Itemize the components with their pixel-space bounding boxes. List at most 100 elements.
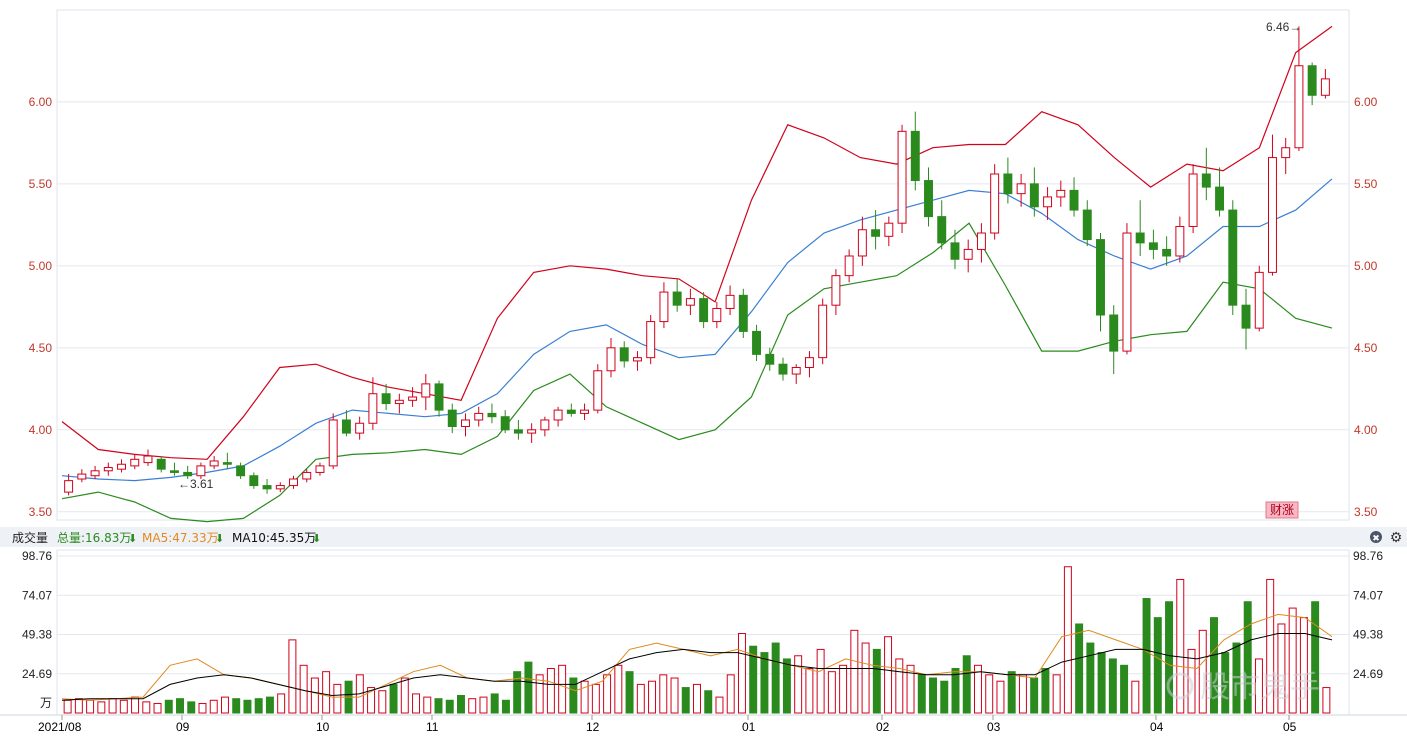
volume-bar	[1288, 607, 1297, 714]
candle-down	[950, 242, 960, 260]
volume-bar	[445, 699, 454, 714]
volume-bar	[108, 698, 117, 714]
candle-down	[752, 330, 761, 355]
volume-tick-left: 98.76	[22, 549, 52, 563]
price-tick-left: 5.00	[29, 259, 53, 273]
candle-up	[646, 321, 656, 359]
volume-bar	[1097, 652, 1106, 714]
candle-up	[196, 465, 206, 477]
price-tick-left: 4.50	[29, 341, 53, 355]
volume-bar	[636, 683, 645, 714]
volume-bar	[985, 674, 994, 714]
volume-bar	[142, 701, 151, 714]
volume-bar	[1142, 598, 1151, 714]
volume-tick-right: 74.07	[1353, 588, 1383, 602]
candle-up	[897, 130, 907, 224]
price-tick-right: 5.00	[1354, 259, 1378, 273]
candle-down	[1241, 304, 1251, 329]
volume-bar	[1266, 578, 1275, 714]
price-axis-left: 6.00 5.50 5.00 4.50 4.00 3.50	[29, 95, 53, 519]
volume-bar	[378, 690, 387, 714]
candle-down	[487, 412, 497, 418]
candle-down	[1215, 186, 1225, 211]
volume-bar	[973, 664, 982, 714]
volume-tick-right: 98.76	[1353, 549, 1383, 563]
candle-up	[593, 370, 603, 411]
volume-bar	[558, 664, 567, 714]
volume-bar	[704, 690, 713, 714]
time-axis-label: 2021/08	[38, 720, 82, 734]
volume-bar	[400, 677, 409, 714]
news-badge[interactable]: 财涨	[1265, 501, 1299, 519]
volume-bar	[1086, 642, 1095, 714]
volume-bar	[715, 696, 724, 714]
volume-bar	[816, 648, 825, 714]
close-icon: ✖	[1372, 534, 1380, 544]
volume-bar	[479, 696, 488, 714]
bollinger-bands	[61, 25, 1333, 523]
candle-down	[1003, 173, 1013, 195]
volume-bar	[1007, 671, 1016, 714]
volume-bar	[580, 680, 589, 714]
time-axis: 2021/08 09 10 11 12 01 02 03 04 05	[38, 715, 1297, 734]
volume-bar	[884, 636, 893, 714]
volume-bar	[1198, 629, 1207, 714]
close-panel-button[interactable]: ✖	[1370, 531, 1382, 544]
volume-bar	[737, 633, 746, 714]
volume-ma5-label: MA5:47.33万	[142, 531, 219, 545]
candle-down	[236, 465, 246, 477]
volume-bar	[1018, 674, 1027, 714]
volume-bar	[681, 687, 690, 714]
volume-bar	[153, 702, 162, 714]
bollinger-lower-line	[61, 222, 1333, 523]
volume-bar	[1210, 617, 1218, 714]
volume-bar	[322, 671, 331, 714]
volume-grid	[57, 555, 1349, 675]
price-tick-left: 4.00	[29, 423, 53, 437]
time-axis-label: 10	[316, 720, 330, 734]
volume-bar	[614, 664, 623, 714]
volume-bar	[535, 674, 544, 714]
volume-bar	[1243, 601, 1252, 714]
volume-bar	[794, 655, 803, 714]
volume-tick-left: 74.07	[22, 588, 52, 602]
candle-down	[222, 462, 232, 465]
candle-up	[1188, 173, 1198, 227]
volume-total-label: 总量:16.83万	[57, 531, 131, 545]
volume-ma10-label: MA10:45.35万	[232, 531, 316, 545]
candle-up	[90, 470, 100, 477]
bollinger-mid-line	[61, 178, 1333, 482]
candle-up	[633, 357, 642, 362]
price-grid	[57, 101, 1349, 513]
candle-down	[1096, 239, 1105, 316]
candle-up	[1122, 232, 1132, 352]
volume-axis-right: 98.76 74.07 49.38 24.69	[1353, 549, 1383, 681]
volume-bar	[1108, 658, 1117, 714]
volume-bar	[1041, 667, 1050, 714]
volume-bar	[456, 695, 465, 714]
candle-up	[130, 458, 140, 467]
volume-tick-right: 24.69	[1353, 667, 1383, 681]
candle-up	[884, 222, 894, 237]
panel-settings-button[interactable]: ⚙	[1390, 530, 1403, 546]
volume-bar	[209, 699, 218, 714]
volume-bar	[1311, 601, 1320, 714]
candle-down	[156, 458, 166, 470]
watermark-icon	[1166, 672, 1194, 700]
candle-up	[328, 419, 338, 467]
volume-bar	[546, 667, 555, 714]
candle-up	[818, 304, 828, 359]
volume-bar	[501, 699, 510, 714]
candle-down	[1307, 65, 1317, 96]
volume-bar	[917, 674, 926, 714]
volume-bar	[591, 683, 600, 714]
candle-up	[580, 409, 590, 414]
volume-bar	[63, 699, 72, 714]
candle-up	[1268, 157, 1277, 273]
volume-bar	[929, 677, 938, 714]
volume-unit-label: 万	[40, 696, 52, 710]
candle-up	[1254, 271, 1264, 329]
volume-tick-right: 49.38	[1353, 628, 1383, 642]
candle-down	[924, 180, 933, 218]
